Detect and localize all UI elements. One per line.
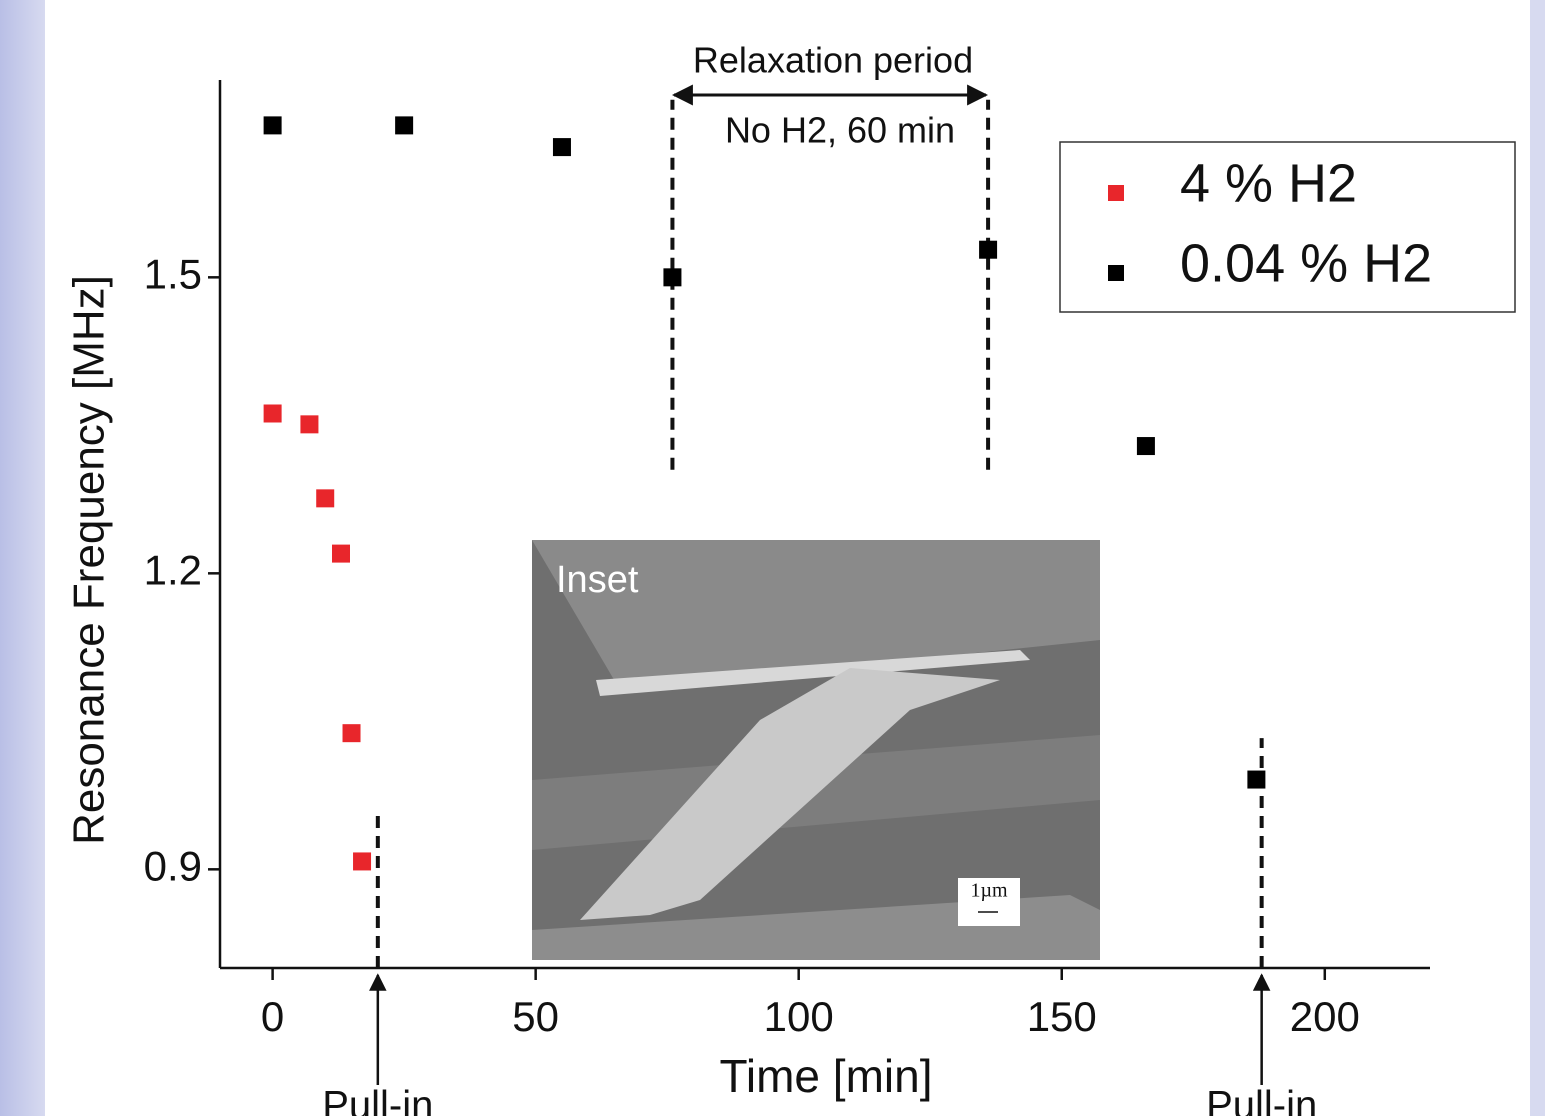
x-axis-title: Time [min] — [720, 1050, 933, 1102]
y-tick-label: 0.9 — [144, 842, 202, 889]
x-tick-label: 100 — [764, 993, 834, 1040]
point — [316, 489, 335, 508]
point — [332, 544, 350, 563]
point — [263, 404, 282, 423]
legend-label: 0.04 % H2 — [1180, 233, 1432, 293]
point — [342, 724, 361, 743]
legend-swatch — [1108, 185, 1124, 201]
point — [300, 415, 319, 434]
x-tick-label: 0 — [261, 993, 284, 1040]
point — [979, 240, 998, 259]
point — [1136, 437, 1155, 456]
annotation: Relaxation period — [693, 40, 973, 81]
inset-image: Inset 1µm — [532, 540, 1100, 960]
point — [263, 116, 282, 135]
point — [552, 138, 571, 157]
annotation: Pull-in — [1206, 1084, 1317, 1116]
point — [395, 116, 414, 135]
y-tick-label: 1.5 — [144, 250, 202, 297]
y-tick-label: 1.2 — [144, 546, 202, 593]
point — [353, 852, 372, 871]
annotation: No H2, 60 min — [725, 110, 955, 151]
y-axis-title: Resonance Frequency [MHz] — [65, 275, 114, 845]
inset-label: Inset — [556, 559, 639, 601]
legend-swatch — [1108, 265, 1124, 281]
x-tick-label: 50 — [512, 993, 559, 1040]
x-tick-label: 200 — [1290, 993, 1360, 1040]
annotation: Pull-in — [322, 1084, 433, 1116]
legend — [1059, 141, 1516, 313]
point — [663, 268, 682, 287]
x-tick-label: 150 — [1027, 993, 1097, 1040]
point — [1247, 770, 1266, 789]
legend-label: 4 % H2 — [1180, 153, 1357, 213]
scale-bar-label: 1µm — [970, 880, 1008, 902]
